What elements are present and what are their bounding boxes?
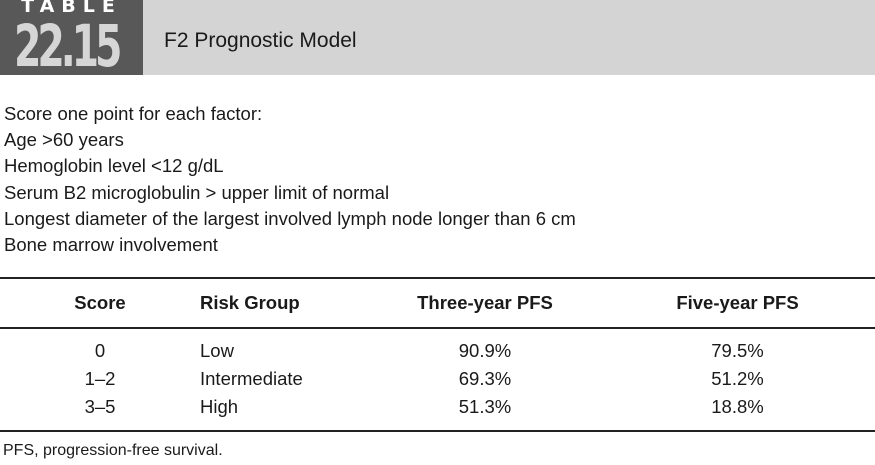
cell-score: 0 [94,340,106,361]
factor-hemoglobin: Hemoglobin level <12 g/dL [4,155,224,177]
table-title: F2 Prognostic Model [164,29,357,52]
table-footnote: PFS, progression-free survival. [3,442,223,459]
cell-five-year-pfs: 79.5% [711,340,764,361]
table-number-badge: TABLE 22.15 [0,0,143,75]
table-bottom-rule [0,430,875,432]
cell-three-year-pfs: 51.3% [458,396,512,417]
column-header-five-year-pfs: Five-year PFS [676,292,799,313]
factor-bone-marrow: Bone marrow involvement [4,234,218,256]
cell-risk-group: Low [200,340,234,361]
cell-risk-group: High [200,396,239,417]
cell-score: 1–2 [84,368,116,389]
column-header-score: Score [74,292,126,313]
factor-intro: Score one point for each factor: [4,103,263,124]
table-label: TABLE [21,0,122,17]
table-row: 1–2 Intermediate 69.3% 51.2% [0,365,875,393]
cell-five-year-pfs: 18.8% [711,396,764,417]
column-header-risk-group: Risk Group [200,292,300,313]
factor-lymph-node: Longest diameter of the largest involved… [4,207,576,229]
column-header-three-year-pfs: Three-year PFS [417,292,553,313]
table-row: 3–5 High 51.3% 18.8% [0,393,875,421]
table-header-row: Score Risk Group Three-year PFS Five-yea… [0,278,875,328]
cell-risk-group: Intermediate [200,368,303,389]
cell-score: 3–5 [84,396,116,417]
table-header-band: TABLE 22.15 F2 Prognostic Model [0,0,875,75]
cell-three-year-pfs: 69.3% [458,368,512,389]
table-top-rule [0,277,875,279]
cell-three-year-pfs: 90.9% [458,340,512,361]
cell-five-year-pfs: 51.2% [711,368,764,389]
table-row: 0 Low 90.9% 79.5% [0,328,875,365]
scoring-factors: Score one point for each factor: Age >60… [4,101,576,258]
factor-age: Age >60 years [4,129,124,151]
header-bottom-rule [0,327,875,329]
factor-b2-microglobulin: Serum B2 microglobulin > upper limit of … [4,181,390,203]
table-number: 22.15 [14,12,122,80]
risk-table: Score Risk Group Three-year PFS Five-yea… [0,278,875,421]
